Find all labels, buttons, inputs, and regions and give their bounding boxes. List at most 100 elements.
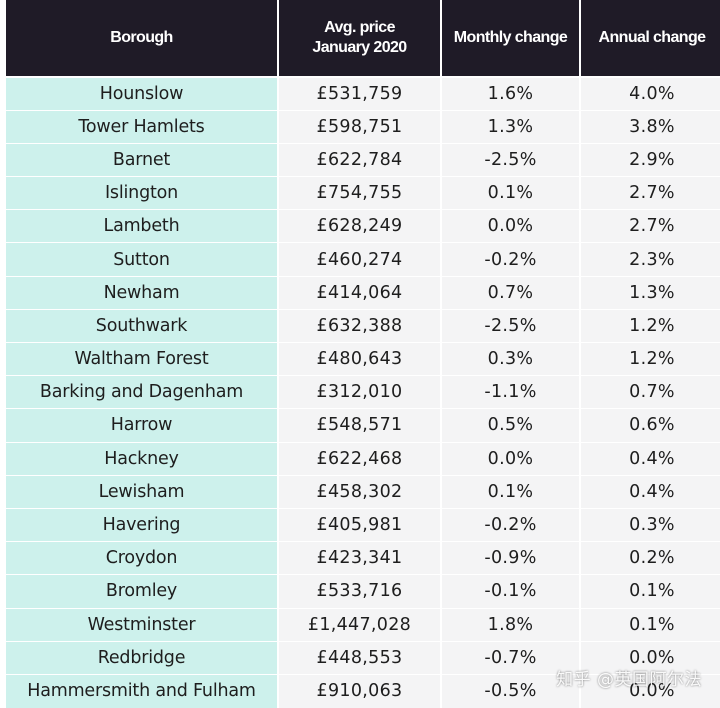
annual-change-cell: 0.6%	[579, 408, 720, 443]
avg-price-cell: £414,064	[277, 275, 441, 310]
monthly-change-cell: 0.7%	[440, 275, 580, 310]
header-avg-price-line1: Avg. price	[324, 19, 395, 36]
borough-cell: Croydon	[0, 541, 278, 575]
avg-price-cell: £598,751	[277, 109, 441, 144]
avg-price-cell: £622,468	[277, 441, 441, 476]
borough-cell: Barking and Dagenham	[0, 375, 278, 409]
annual-change-cell: 1.3%	[579, 275, 720, 310]
avg-price-cell: £458,302	[277, 474, 441, 509]
annual-change-cell: 2.7%	[579, 209, 720, 243]
borough-cell: Hammersmith and Fulham	[0, 673, 278, 708]
table-row: Barnet £622,784 -2.5% 2.9%	[0, 142, 720, 177]
avg-price-cell: £548,571	[277, 408, 441, 443]
avg-price-cell: £1,447,028	[277, 607, 441, 642]
header-avg-price: Avg. price January 2020	[277, 0, 441, 77]
avg-price-cell: £632,388	[277, 308, 441, 343]
table-body: Hounslow £531,759 1.6% 4.0% Tower Hamlets £59…	[0, 75, 720, 708]
borough-cell: Islington	[0, 176, 278, 210]
annual-change-cell: 2.9%	[579, 142, 720, 177]
monthly-change-cell: 1.6%	[440, 75, 580, 111]
borough-cell: Tower Hamlets	[0, 109, 278, 144]
monthly-change-cell: -0.9%	[440, 541, 580, 575]
annual-change-cell: 3.8%	[579, 109, 720, 144]
avg-price-cell: £480,643	[277, 341, 441, 376]
annual-change-cell: 0.2%	[579, 541, 720, 575]
borough-cell: Barnet	[0, 142, 278, 177]
avg-price-cell: £910,063	[277, 673, 441, 708]
borough-cell: Havering	[0, 507, 278, 542]
monthly-change-cell: 0.3%	[440, 341, 580, 376]
header-monthly-change: Monthly change	[440, 0, 580, 77]
monthly-change-cell: -0.2%	[440, 507, 580, 542]
annual-change-cell: 2.7%	[579, 176, 720, 210]
avg-price-cell: £754,755	[277, 176, 441, 210]
annual-change-cell: 0.3%	[579, 507, 720, 542]
borough-cell: Harrow	[0, 408, 278, 443]
borough-cell: Newham	[0, 275, 278, 310]
monthly-change-cell: 0.1%	[440, 176, 580, 210]
avg-price-cell: £460,274	[277, 242, 441, 277]
header-borough: Borough	[0, 0, 278, 77]
avg-price-cell: £628,249	[277, 209, 441, 243]
table-row: Bromley £533,716 -0.1% 0.1%	[0, 574, 720, 608]
borough-cell: Lewisham	[0, 474, 278, 509]
annual-change-cell: 0.4%	[579, 474, 720, 509]
avg-price-cell: £423,341	[277, 541, 441, 575]
table-row: Sutton £460,274 -0.2% 2.3%	[0, 242, 720, 277]
monthly-change-cell: -0.5%	[440, 673, 580, 708]
borough-cell: Westminster	[0, 607, 278, 642]
table-row: Newham £414,064 0.7% 1.3%	[0, 275, 720, 310]
monthly-change-cell: 1.3%	[440, 109, 580, 144]
annual-change-cell: 0.0%	[579, 640, 720, 675]
table-row: Westminster £1,447,028 1.8% 0.1%	[0, 607, 720, 642]
annual-change-cell: 0.4%	[579, 441, 720, 476]
borough-cell: Lambeth	[0, 209, 278, 243]
borough-cell: Sutton	[0, 242, 278, 277]
annual-change-cell: 0.0%	[579, 673, 720, 708]
table-row: Lambeth £628,249 0.0% 2.7%	[0, 209, 720, 243]
header-row: Borough Avg. price January 2020 Monthly …	[0, 0, 720, 77]
table-row: Hammersmith and Fulham £910,063 -0.5% 0.0%	[0, 673, 720, 708]
annual-change-cell: 4.0%	[579, 75, 720, 111]
monthly-change-cell: -2.5%	[440, 308, 580, 343]
borough-cell: Bromley	[0, 574, 278, 608]
header-avg-price-line2: January 2020	[312, 39, 407, 56]
borough-cell: Hounslow	[0, 75, 278, 111]
table-row: Hackney £622,468 0.0% 0.4%	[0, 441, 720, 476]
table-row: Lewisham £458,302 0.1% 0.4%	[0, 474, 720, 509]
borough-cell: Redbridge	[0, 640, 278, 675]
annual-change-cell: 1.2%	[579, 308, 720, 343]
borough-cell: Waltham Forest	[0, 341, 278, 376]
annual-change-cell: 0.1%	[579, 574, 720, 608]
table-row: Croydon £423,341 -0.9% 0.2%	[0, 541, 720, 575]
table-row: Hounslow £531,759 1.6% 4.0%	[0, 75, 720, 111]
header-annual-change: Annual change	[579, 0, 720, 77]
monthly-change-cell: 0.1%	[440, 474, 580, 509]
monthly-change-cell: -2.5%	[440, 142, 580, 177]
annual-change-cell: 0.1%	[579, 607, 720, 642]
table-row: Islington £754,755 0.1% 2.7%	[0, 176, 720, 210]
monthly-change-cell: -0.7%	[440, 640, 580, 675]
table-header: Borough Avg. price January 2020 Monthly …	[0, 0, 720, 77]
monthly-change-cell: -0.2%	[440, 242, 580, 277]
avg-price-cell: £312,010	[277, 375, 441, 409]
monthly-change-cell: 0.0%	[440, 441, 580, 476]
monthly-change-cell: 0.0%	[440, 209, 580, 243]
annual-change-cell: 1.2%	[579, 341, 720, 376]
avg-price-cell: £448,553	[277, 640, 441, 675]
table-row: Tower Hamlets £598,751 1.3% 3.8%	[0, 109, 720, 144]
monthly-change-cell: 0.5%	[440, 408, 580, 443]
monthly-change-cell: 1.8%	[440, 607, 580, 642]
avg-price-cell: £405,981	[277, 507, 441, 542]
annual-change-cell: 2.3%	[579, 242, 720, 277]
monthly-change-cell: -0.1%	[440, 574, 580, 608]
table-row: Barking and Dagenham £312,010 -1.1% 0.7%	[0, 375, 720, 409]
borough-cell: Southwark	[0, 308, 278, 343]
table-row: Waltham Forest £480,643 0.3% 1.2%	[0, 341, 720, 376]
avg-price-cell: £622,784	[277, 142, 441, 177]
avg-price-cell: £531,759	[277, 75, 441, 111]
borough-cell: Hackney	[0, 441, 278, 476]
table-row: Harrow £548,571 0.5% 0.6%	[0, 408, 720, 443]
avg-price-cell: £533,716	[277, 574, 441, 608]
